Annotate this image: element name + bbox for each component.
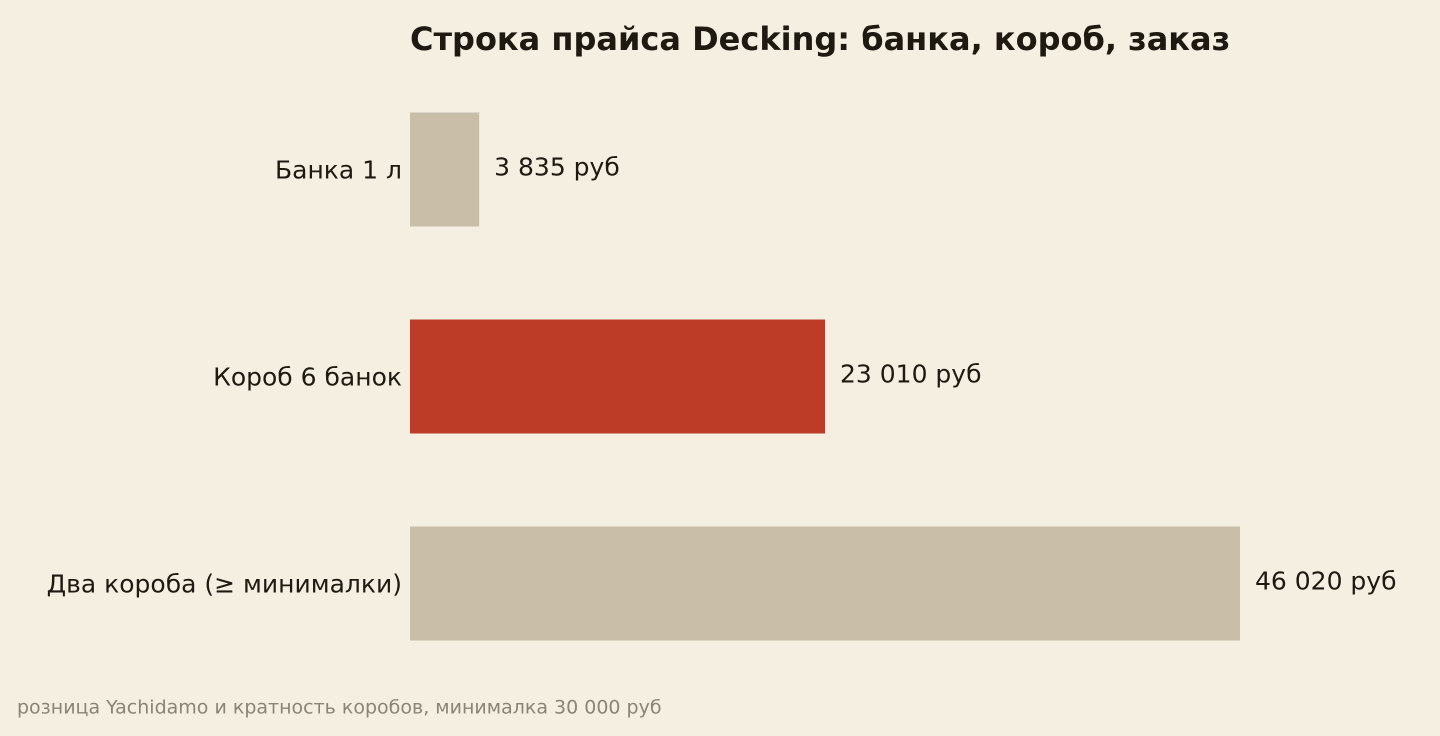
bar <box>410 526 1240 641</box>
y-tick-label: Два короба (≥ минималки) <box>47 570 402 599</box>
bar <box>410 319 825 434</box>
caption: розница Yachidamo и кратность коробов, м… <box>17 697 662 719</box>
bar <box>410 112 480 227</box>
chart-title: Строка прайса Decking: банка, короб, зак… <box>410 20 1230 58</box>
y-tick-label: Банка 1 л <box>275 156 402 185</box>
value-label: 3 835 руб <box>494 153 620 182</box>
y-tick-label: Короб 6 банок <box>213 363 402 392</box>
value-label: 23 010 руб <box>840 360 982 389</box>
value-label: 46 020 руб <box>1255 567 1397 596</box>
